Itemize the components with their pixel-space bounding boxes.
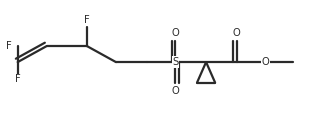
Text: O: O <box>172 86 179 96</box>
Text: F: F <box>84 15 90 25</box>
Text: O: O <box>233 28 241 38</box>
Text: F: F <box>5 41 11 51</box>
Text: O: O <box>172 28 179 38</box>
Text: S: S <box>172 57 179 67</box>
Text: O: O <box>262 57 270 67</box>
Text: F: F <box>15 74 21 84</box>
